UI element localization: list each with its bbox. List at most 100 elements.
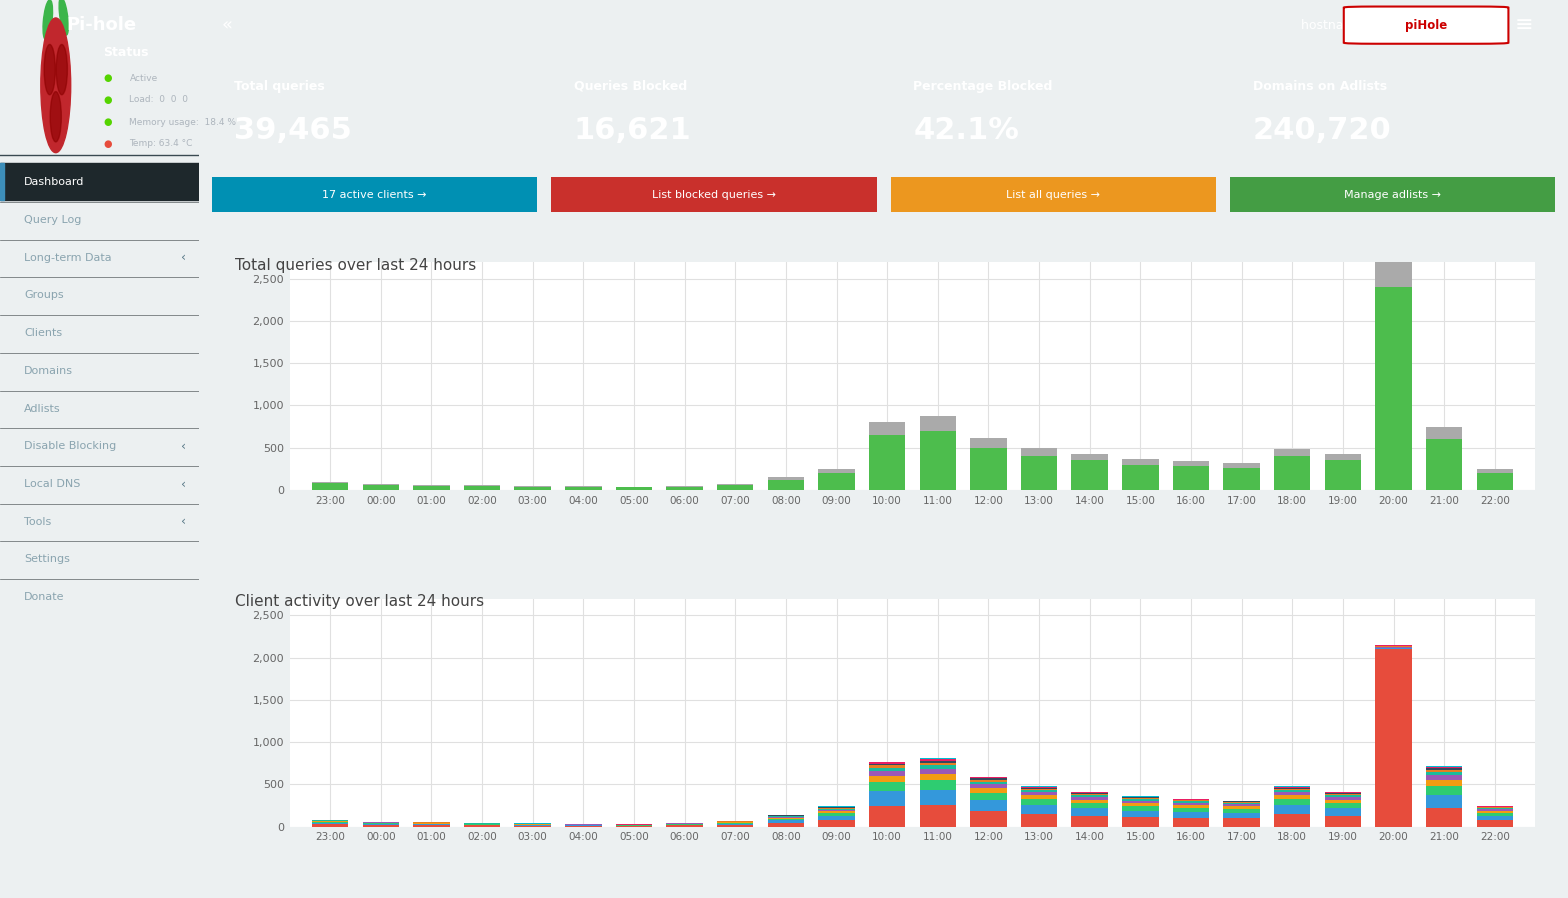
Ellipse shape [60, 0, 69, 35]
Bar [464, 486, 500, 490]
Bar [1173, 461, 1209, 466]
Text: 16,621: 16,621 [574, 116, 691, 145]
Bar [1477, 811, 1513, 813]
Text: Memory usage:  18.4 %: Memory usage: 18.4 % [130, 118, 237, 127]
Circle shape [44, 45, 55, 95]
Bar [1173, 466, 1209, 490]
Bar [971, 448, 1007, 490]
Bar [1021, 456, 1057, 490]
Bar [1325, 453, 1361, 461]
Bar [1223, 813, 1259, 818]
Text: Dashboard: Dashboard [24, 177, 85, 188]
Bar [312, 823, 348, 824]
Bar [0, 163, 199, 200]
Bar [919, 762, 956, 765]
FancyBboxPatch shape [1344, 6, 1508, 44]
Bar [869, 762, 905, 763]
Bar [768, 821, 804, 823]
Text: piHole: piHole [1405, 19, 1447, 31]
Bar [1223, 818, 1259, 827]
Text: ‹: ‹ [180, 251, 185, 264]
Text: Percentage Blocked: Percentage Blocked [914, 80, 1052, 92]
Bar [1173, 805, 1209, 807]
Text: Total queries over last 24 hours: Total queries over last 24 hours [235, 258, 477, 273]
Bar [1477, 821, 1513, 827]
Bar [1325, 461, 1361, 490]
Bar [818, 816, 855, 821]
Bar [971, 778, 1007, 779]
Bar [971, 779, 1007, 781]
Text: ≡: ≡ [1515, 15, 1534, 35]
Bar [919, 431, 956, 490]
Bar [1071, 461, 1109, 490]
Text: ●: ● [103, 138, 111, 149]
Bar [212, 178, 536, 212]
Text: 42.1%: 42.1% [914, 116, 1019, 145]
Text: 17 active clients →: 17 active clients → [321, 189, 426, 199]
Bar [1173, 807, 1209, 812]
Circle shape [41, 18, 71, 153]
Bar [869, 765, 905, 768]
Bar [717, 825, 754, 827]
Bar [1021, 796, 1057, 799]
Bar [1425, 439, 1463, 490]
Bar [919, 760, 956, 761]
Bar [717, 484, 754, 485]
Bar [414, 824, 450, 825]
Bar [919, 765, 956, 769]
Bar [869, 435, 905, 490]
Text: Long-term Data: Long-term Data [24, 252, 111, 263]
Text: Temp: 63.4 °C: Temp: 63.4 °C [130, 139, 193, 148]
Bar [919, 759, 956, 760]
Bar [362, 485, 398, 490]
Bar [919, 805, 956, 827]
Bar [1223, 806, 1259, 809]
Bar [1071, 799, 1109, 803]
Bar [464, 825, 500, 827]
Bar [768, 817, 804, 819]
Bar [1123, 798, 1159, 799]
Bar [616, 488, 652, 490]
Bar [1275, 799, 1311, 806]
Bar [1071, 794, 1109, 795]
Bar [818, 469, 855, 473]
Text: Clients: Clients [24, 328, 63, 339]
Bar [1425, 427, 1463, 439]
Bar [362, 825, 398, 827]
Bar [1173, 800, 1209, 801]
Bar [869, 763, 905, 765]
Bar [312, 481, 348, 483]
Bar [919, 773, 956, 780]
Bar [1325, 808, 1361, 815]
Bar [919, 769, 956, 773]
Bar [1275, 796, 1311, 799]
Text: 240,720: 240,720 [1253, 116, 1392, 145]
Bar [1223, 803, 1259, 805]
Ellipse shape [42, 0, 53, 40]
Bar [971, 800, 1007, 811]
Text: ‹: ‹ [180, 440, 185, 453]
Bar [414, 825, 450, 827]
Bar [919, 761, 956, 762]
Bar [1325, 795, 1361, 797]
Bar [818, 811, 855, 814]
Bar [971, 437, 1007, 448]
Bar [1021, 799, 1057, 806]
Bar [1477, 473, 1513, 490]
Bar [362, 484, 398, 485]
Text: Queries Blocked: Queries Blocked [574, 80, 687, 92]
Bar [1425, 776, 1463, 780]
Text: Query Log: Query Log [24, 215, 82, 225]
Bar [1325, 794, 1361, 795]
Bar [891, 178, 1217, 212]
Bar [1223, 805, 1259, 806]
Bar [514, 487, 550, 490]
Bar [1477, 813, 1513, 815]
Bar [971, 788, 1007, 793]
Bar [1425, 768, 1463, 770]
Text: Domains on Adlists: Domains on Adlists [1253, 80, 1388, 92]
Bar [1223, 802, 1259, 803]
Bar [1425, 795, 1463, 808]
Bar [1071, 797, 1109, 799]
Bar [818, 810, 855, 811]
